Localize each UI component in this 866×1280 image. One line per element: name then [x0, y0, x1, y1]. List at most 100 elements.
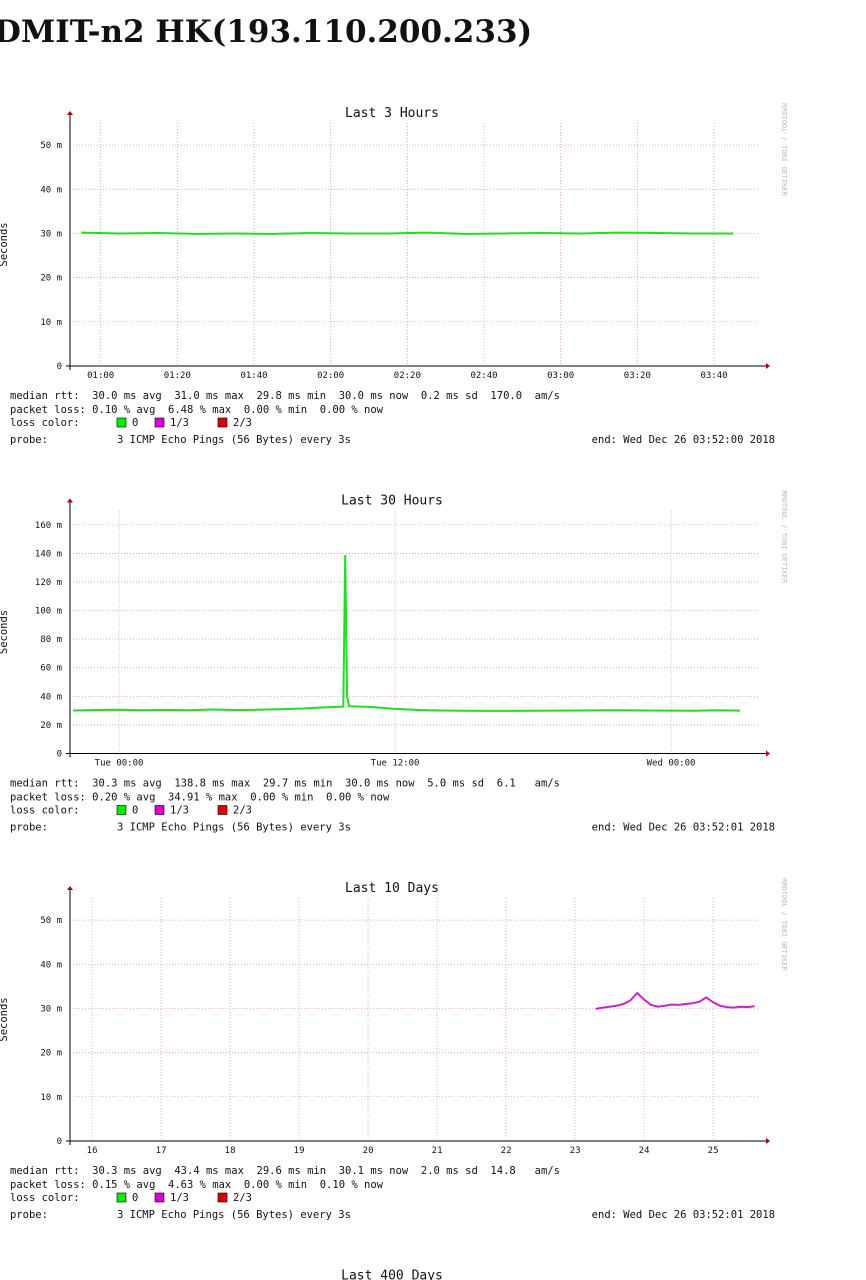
loss-name: 0 [132, 805, 138, 817]
y-tick-label: 80 m [40, 635, 62, 645]
x-tick-label: 03:40 [700, 371, 727, 381]
x-tick-label: 01:00 [87, 371, 114, 381]
loss-swatch [154, 417, 165, 428]
median-line [595, 991, 755, 1010]
loss-swatch [116, 1192, 127, 1203]
y-tick-label: 60 m [40, 664, 62, 674]
y-tick-label: 0 [57, 750, 62, 760]
loss-name: 0 [132, 417, 138, 429]
loss-swatch [154, 805, 165, 815]
x-tick-label: 03:00 [547, 371, 574, 381]
loss-name: 2/3 [233, 1192, 252, 1204]
loss-name: 0 [132, 1192, 138, 1204]
x-tick-label: 02:20 [394, 371, 421, 381]
x-tick-label: 16 [87, 1146, 98, 1156]
stats-line: median rtt: 30.3 ms avg 43.4 ms max 29.6… [10, 1165, 560, 1177]
end-time: end: Wed Dec 26 03:52:01 2018 [592, 1209, 775, 1221]
loss-label: loss color: [10, 1192, 80, 1204]
x-tick-label: 18 [225, 1146, 236, 1156]
x-tick-label: 19 [294, 1146, 305, 1156]
y-tick-label: 0 [57, 362, 62, 372]
x-tick-label: Wed 00:00 [647, 759, 696, 769]
y-arrow [67, 498, 73, 503]
x-tick-label: 03:20 [624, 371, 651, 381]
median-line [73, 555, 741, 712]
x-tick-label: 23 [570, 1146, 581, 1156]
loss-swatch [217, 417, 228, 428]
stats-line: packet loss: 0.10 % avg 6.48 % max 0.00 … [10, 404, 384, 416]
y-tick-label: 10 m [40, 1093, 62, 1103]
x-tick-label: Tue 12:00 [371, 759, 420, 769]
y-tick-label: 20 m [40, 721, 62, 731]
y-tick-label: 140 m [35, 549, 62, 559]
y-tick-label: 50 m [40, 141, 62, 151]
x-tick-label: 01:20 [164, 371, 191, 381]
y-arrow [67, 886, 73, 890]
x-tick-label: 02:40 [470, 371, 497, 381]
probe: 3 ICMP Echo Pings (56 Bytes) every 3s [117, 1209, 351, 1221]
y-axis-label: Seconds [0, 997, 10, 1041]
x-tick-label: 21 [432, 1146, 443, 1156]
y-tick-label: 40 m [40, 185, 62, 195]
y-tick-label: 40 m [40, 960, 62, 970]
x-tick-label: 25 [708, 1146, 719, 1156]
page-title: DMIT-n2 HK(193.110.200.233) [0, 14, 532, 50]
loss-name: 1/3 [170, 417, 189, 429]
y-tick-label: 120 m [35, 578, 62, 588]
loss-swatch [154, 1192, 165, 1203]
chart-title: Last 400 Days [341, 1269, 443, 1280]
end-time: end: Wed Dec 26 03:52:01 2018 [592, 822, 775, 834]
chart-title: Last 10 Days [345, 881, 439, 896]
x-tick-label: 20 [363, 1146, 374, 1156]
y-tick-label: 10 m [40, 318, 62, 328]
y-tick-label: 20 m [40, 274, 62, 284]
y-tick-label: 50 m [40, 916, 62, 926]
x-tick-label: 22 [501, 1146, 512, 1156]
x-arrow [766, 363, 770, 369]
y-arrow [67, 111, 73, 115]
loss-name: 1/3 [170, 1192, 189, 1204]
stats-line: median rtt: 30.0 ms avg 31.0 ms max 29.8… [10, 390, 560, 402]
y-axis-label: Seconds [0, 222, 10, 266]
stats-line: packet loss: 0.20 % avg 34.91 % max 0.00… [10, 792, 390, 804]
loss-name: 1/3 [170, 805, 189, 817]
loss-name: 2/3 [233, 417, 252, 429]
y-tick-label: 30 m [40, 1004, 62, 1014]
x-tick-label: 24 [639, 1146, 650, 1156]
loss-name: 2/3 [233, 805, 252, 817]
watermark: RRDTOOL / TOBI OETIKER [780, 491, 788, 585]
y-tick-label: 0 [57, 1137, 62, 1147]
chart-title: Last 30 Hours [341, 494, 443, 509]
x-arrow [766, 750, 770, 757]
x-tick-label: 01:40 [240, 371, 267, 381]
x-arrow [766, 1138, 770, 1144]
stats-line: packet loss: 0.15 % avg 4.63 % max 0.00 … [10, 1179, 384, 1191]
x-tick-label: 17 [156, 1146, 167, 1156]
y-axis-label: Seconds [0, 610, 10, 654]
probe-label: probe: [10, 1209, 48, 1221]
probe: 3 ICMP Echo Pings (56 Bytes) every 3s [117, 822, 351, 834]
y-tick-label: 160 m [35, 521, 62, 531]
y-tick-label: 20 m [40, 1049, 62, 1059]
watermark: RRDTOOL / TOBI OETIKER [780, 103, 788, 197]
loss-swatch [116, 805, 127, 815]
x-tick-label: 02:00 [317, 371, 344, 381]
y-tick-label: 100 m [35, 607, 62, 617]
loss-swatch [217, 1192, 228, 1203]
probe: 3 ICMP Echo Pings (56 Bytes) every 3s [117, 434, 351, 446]
loss-swatch [217, 805, 228, 815]
loss-label: loss color: [10, 805, 80, 817]
end-time: end: Wed Dec 26 03:52:00 2018 [592, 434, 775, 446]
probe-label: probe: [10, 434, 48, 446]
x-tick-label: Tue 00:00 [95, 759, 144, 769]
watermark: RRDTOOL / TOBI OETIKER [780, 878, 788, 972]
stats-line: median rtt: 30.3 ms avg 138.8 ms max 29.… [10, 778, 560, 790]
probe-label: probe: [10, 822, 48, 834]
y-tick-label: 30 m [40, 229, 62, 239]
median-line [81, 231, 734, 235]
chart-title: Last 3 Hours [345, 106, 439, 121]
loss-swatch [116, 417, 127, 428]
y-tick-label: 40 m [40, 692, 62, 702]
loss-label: loss color: [10, 417, 80, 429]
